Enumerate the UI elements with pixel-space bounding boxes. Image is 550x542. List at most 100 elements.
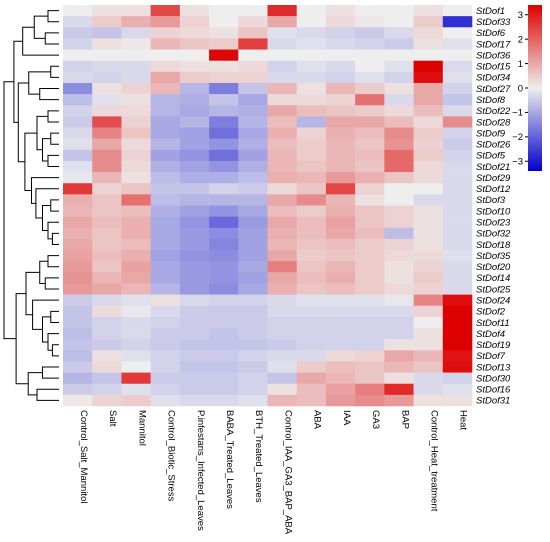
heatmap-cell-stdof29-baba-treated-leaves (209, 172, 239, 184)
heatmap-cell-stdof18-control-iaa-ga3-bap-aba (267, 238, 298, 251)
heatmap-cell-stdof34-control-salt-mannitol (63, 71, 93, 84)
heatmap-cell-stdof22-iaa (325, 105, 356, 117)
heatmap-cell-stdof9-salt (92, 127, 122, 139)
heatmap-cell-stdof34-iaa (325, 71, 356, 84)
heatmap-cell-stdof15-control-biotic-stress (150, 60, 181, 73)
heatmap-cell-stdof29-ga3 (355, 172, 385, 184)
row-label-stdof32: StDof32 (476, 229, 511, 240)
heatmap-cell-stdof34-p-infestans-infected-leaves (179, 71, 210, 84)
legend-tick-label: 2 (518, 34, 523, 45)
heatmap-cell-stdof19-aba (296, 339, 327, 351)
heatmap-cell-stdof24-heat (442, 294, 473, 307)
heatmap-cell-stdof4-ga3 (355, 328, 385, 340)
heatmap-cell-stdof1-baba-treated-leaves (209, 5, 239, 17)
heatmap-cell-stdof13-control-iaa-ga3-bap-aba (267, 361, 298, 373)
heatmap-cell-stdof2-bap (384, 305, 414, 318)
heatmap-cell-stdof36-control-iaa-ga3-bap-aba (267, 49, 298, 61)
heatmap-cell-stdof1-control-iaa-ga3-bap-aba (267, 5, 298, 17)
heatmap-cell-stdof31-control-heat-treatment (413, 394, 444, 407)
row-label-stdof27: StDof27 (476, 84, 511, 95)
heatmap-cell-stdof7-salt (92, 350, 122, 362)
heatmap-cell-stdof2-iaa (325, 305, 356, 318)
heatmap-cell-stdof10-p-infestans-infected-leaves (179, 205, 210, 217)
heatmap-cell-stdof16-iaa (325, 383, 356, 396)
heatmap-cell-stdof11-heat (442, 316, 473, 329)
heatmap-cell-stdof18-bth-treated-leaves (238, 238, 268, 251)
heatmap-cell-stdof35-baba-treated-leaves (209, 250, 239, 262)
heatmap-cell-stdof15-control-heat-treatment (413, 60, 444, 73)
heatmap-cell-stdof19-salt (92, 339, 122, 351)
heatmap-cell-stdof36-mannitol (121, 49, 151, 61)
dendrogram-branch (50, 310, 59, 323)
heatmap-cell-stdof11-mannitol (121, 316, 151, 329)
heatmap-cell-stdof24-control-heat-treatment (413, 294, 444, 307)
heatmap-cell-stdof29-iaa (325, 172, 356, 184)
row-label-stdof31: StDof31 (476, 396, 510, 407)
heatmap-cell-stdof13-control-biotic-stress (150, 361, 181, 373)
heatmap-cell-stdof26-iaa (325, 138, 356, 151)
heatmap-cell-stdof1-bap (384, 5, 414, 17)
heatmap-cell-stdof21-p-infestans-infected-leaves (179, 160, 210, 173)
row-label-stdof21: StDof21 (476, 162, 510, 173)
dendrogram-branch (50, 65, 59, 78)
heatmap-cell-stdof12-control-biotic-stress (150, 183, 181, 195)
heatmap-cell-stdof4-baba-treated-leaves (209, 328, 239, 340)
heatmap-cell-stdof10-baba-treated-leaves (209, 205, 239, 217)
heatmap-cell-stdof33-salt (92, 16, 122, 28)
heatmap-cell-stdof18-ga3 (355, 238, 385, 251)
heatmap-cell-stdof17-salt (92, 38, 122, 50)
heatmap-cell-stdof31-mannitol (121, 394, 151, 407)
heatmap-cell-stdof32-control-heat-treatment (413, 227, 444, 240)
heatmap-cell-stdof6-bap (384, 27, 414, 39)
heatmap-cell-stdof28-control-biotic-stress (150, 116, 181, 128)
heatmap-cell-stdof25-control-iaa-ga3-bap-aba (267, 283, 298, 295)
heatmap-cell-stdof21-control-salt-mannitol (63, 160, 93, 173)
heatmap-cell-stdof10-control-biotic-stress (150, 205, 181, 217)
heatmap-cell-stdof13-ga3 (355, 361, 385, 373)
heatmap-cell-stdof28-salt (92, 116, 122, 128)
heatmap-cell-stdof15-iaa (325, 60, 356, 73)
heatmap-cell-stdof36-control-heat-treatment (413, 49, 444, 61)
heatmap-cell-stdof24-control-biotic-stress (150, 294, 181, 307)
heatmap-cell-stdof10-mannitol (121, 205, 151, 217)
column-label-heat: Heat (458, 410, 469, 430)
heatmap-cell-stdof22-bap (384, 105, 414, 117)
row-label-stdof30: StDof30 (476, 373, 511, 384)
column-label-iaa: IAA (341, 410, 352, 426)
heatmap-cell-stdof26-control-biotic-stress (150, 138, 181, 151)
heatmap-cell-stdof13-control-salt-mannitol (63, 361, 93, 373)
heatmap-cell-stdof14-control-salt-mannitol (63, 272, 93, 284)
heatmap-cell-stdof15-aba (296, 60, 327, 73)
heatmap-cell-stdof6-aba (296, 27, 327, 39)
heatmap-cell-stdof23-control-heat-treatment (413, 216, 444, 229)
heatmap-cell-stdof16-control-heat-treatment (413, 383, 444, 396)
dendrogram-branch (44, 277, 59, 290)
heatmap-cell-stdof36-ga3 (355, 49, 385, 61)
dendrogram-branch (51, 344, 59, 357)
heatmap-cell-stdof23-control-iaa-ga3-bap-aba (267, 216, 298, 229)
heatmap-cell-stdof22-p-infestans-infected-leaves (179, 105, 210, 117)
heatmap-cell-stdof15-heat (442, 60, 473, 73)
heatmap-cell-stdof14-bth-treated-leaves (238, 272, 268, 284)
row-label-stdof2: StDof2 (476, 307, 506, 318)
heatmap-cell-stdof22-control-heat-treatment (413, 105, 444, 117)
heatmap-cell-stdof5-ga3 (355, 149, 385, 162)
heatmap-cell-stdof30-salt (92, 372, 122, 385)
heatmap-cell-stdof33-ga3 (355, 16, 385, 28)
heatmap-cell-stdof24-aba (296, 294, 327, 307)
heatmap-cell-stdof16-p-infestans-infected-leaves (179, 383, 210, 396)
heatmap-cell-stdof28-baba-treated-leaves (209, 116, 239, 128)
heatmap-cell-stdof12-ga3 (355, 183, 385, 195)
column-label-mannitol: Mannitol (136, 410, 147, 446)
heatmap-cell-stdof28-control-iaa-ga3-bap-aba (267, 116, 298, 128)
heatmap-cell-stdof7-control-heat-treatment (413, 350, 444, 362)
dendrogram-branch (42, 366, 59, 379)
heatmap-cell-stdof12-aba (296, 183, 327, 195)
row-label-stdof24: StDof24 (476, 295, 510, 306)
heatmap-cell-stdof3-iaa (325, 194, 356, 206)
heatmap-cell-stdof24-p-infestans-infected-leaves (179, 294, 210, 307)
column-label-aba: ABA (312, 410, 323, 430)
heatmap-cell-stdof23-ga3 (355, 216, 385, 229)
heatmap-cell-stdof30-heat (442, 372, 473, 385)
